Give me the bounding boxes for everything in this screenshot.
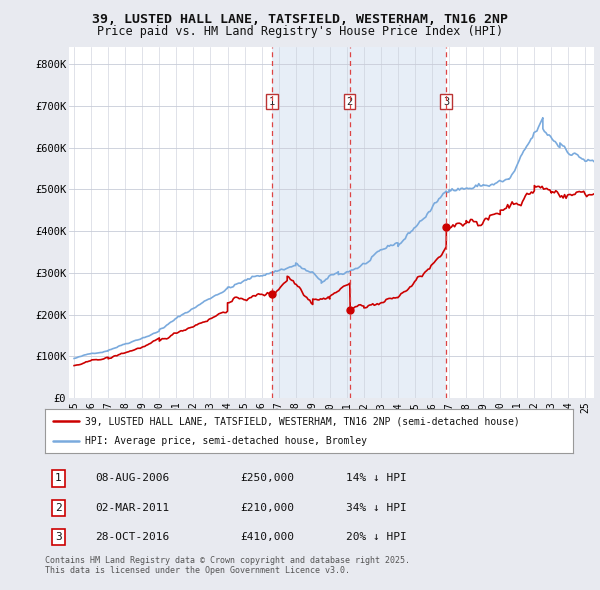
Bar — [350, 47, 446, 398]
Text: 39, LUSTED HALL LANE, TATSFIELD, WESTERHAM, TN16 2NP (semi-detached house): 39, LUSTED HALL LANE, TATSFIELD, WESTERH… — [85, 417, 520, 426]
Text: 1: 1 — [269, 97, 275, 107]
Text: 39, LUSTED HALL LANE, TATSFIELD, WESTERHAM, TN16 2NP: 39, LUSTED HALL LANE, TATSFIELD, WESTERH… — [92, 13, 508, 26]
Text: 20% ↓ HPI: 20% ↓ HPI — [346, 532, 407, 542]
Text: 02-MAR-2011: 02-MAR-2011 — [95, 503, 169, 513]
Text: 2: 2 — [347, 97, 353, 107]
Text: Contains HM Land Registry data © Crown copyright and database right 2025.
This d: Contains HM Land Registry data © Crown c… — [45, 556, 410, 575]
Text: £210,000: £210,000 — [241, 503, 295, 513]
Text: HPI: Average price, semi-detached house, Bromley: HPI: Average price, semi-detached house,… — [85, 436, 367, 445]
Text: 3: 3 — [443, 97, 449, 107]
Text: 3: 3 — [55, 532, 62, 542]
Text: 14% ↓ HPI: 14% ↓ HPI — [346, 473, 407, 483]
Text: Price paid vs. HM Land Registry's House Price Index (HPI): Price paid vs. HM Land Registry's House … — [97, 25, 503, 38]
Text: 1: 1 — [55, 473, 62, 483]
Text: 28-OCT-2016: 28-OCT-2016 — [95, 532, 169, 542]
Text: £250,000: £250,000 — [241, 473, 295, 483]
Text: 34% ↓ HPI: 34% ↓ HPI — [346, 503, 407, 513]
Bar — [272, 47, 350, 398]
Text: 2: 2 — [55, 503, 62, 513]
Text: £410,000: £410,000 — [241, 532, 295, 542]
Text: 08-AUG-2006: 08-AUG-2006 — [95, 473, 169, 483]
